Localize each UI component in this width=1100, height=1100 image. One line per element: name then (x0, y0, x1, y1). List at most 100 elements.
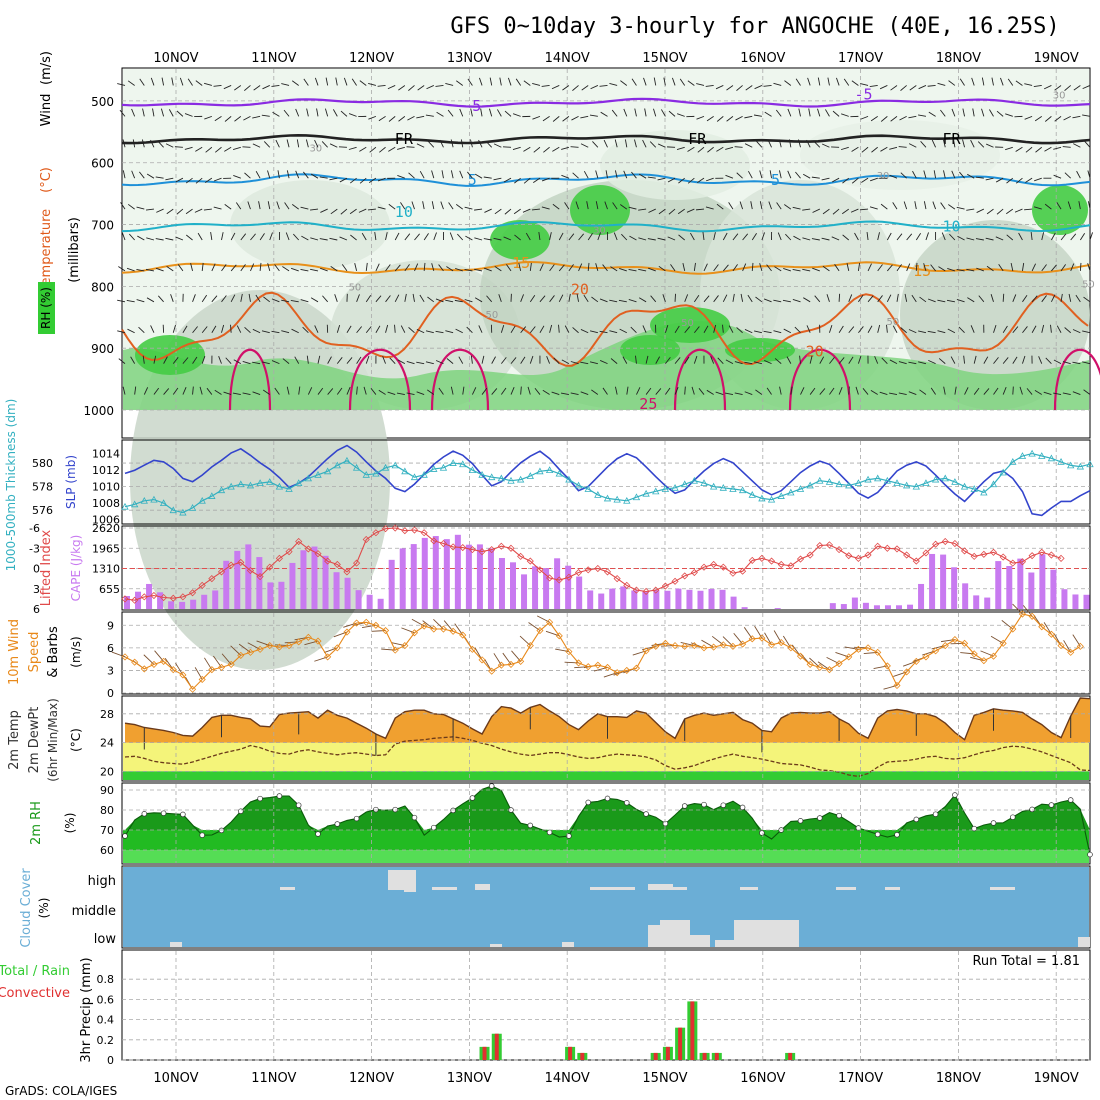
wind-barb (786, 356, 792, 364)
wind-barb (339, 236, 348, 241)
cape-bar (896, 605, 902, 609)
wind-barb (1082, 330, 1091, 334)
wind-barb (848, 294, 853, 302)
wind-barb (305, 139, 309, 148)
wind-barb (436, 111, 444, 117)
pressure-tick-label: 700 (91, 219, 114, 233)
cape-bar (973, 595, 980, 609)
wind-barb (1082, 361, 1091, 365)
wind-barb (300, 206, 309, 210)
wind-barb (923, 201, 927, 210)
wind-barb (483, 176, 492, 179)
cloud-cover-panel-frame (121, 865, 1091, 949)
wind-barb (665, 357, 671, 364)
lifted-index-point (246, 566, 255, 575)
wind-barb (703, 325, 709, 333)
wind-barb (622, 356, 628, 364)
wind-barb (130, 356, 136, 364)
thickness-point (1047, 454, 1056, 462)
wind-barb (629, 235, 637, 241)
wind-barb (912, 170, 917, 179)
wind-barb (779, 386, 782, 395)
wind-barb (1010, 262, 1014, 272)
lifted-index-point (883, 544, 891, 552)
wind-barb (742, 263, 747, 272)
wind-speed-point (690, 642, 698, 650)
lifted-index-point (960, 547, 969, 555)
rh-legend-swatch (38, 282, 55, 334)
wind-barb (184, 146, 193, 150)
day-label-bottom: 19NOV (1034, 1071, 1079, 1086)
wind-barb (753, 114, 762, 117)
wind-barb (325, 77, 329, 86)
wind-barb (275, 139, 280, 148)
wind-barb (570, 392, 579, 395)
thickness-point (941, 474, 949, 482)
wind-barb (314, 139, 319, 148)
cape-bar (576, 576, 583, 609)
wind-speed-point (179, 671, 187, 679)
lifted-index-point (787, 562, 795, 570)
temperature-unit-label: (°C) (39, 167, 54, 193)
lifted-index-point (816, 541, 824, 550)
wind-barb (252, 361, 261, 365)
wind-barb (1044, 116, 1052, 122)
wind-barb (389, 357, 396, 364)
wind-barb (602, 387, 608, 395)
wind-speed-point (333, 644, 341, 652)
cape-bar (234, 550, 241, 609)
wind-barb (1025, 146, 1033, 153)
thickness-point (140, 496, 148, 504)
wind-barb (1000, 77, 1004, 86)
wind-speed-point (883, 662, 891, 670)
wind-speed-point (304, 633, 312, 641)
thickness-point (179, 508, 187, 516)
thickness-point (227, 482, 235, 490)
cape-bar (476, 544, 483, 609)
wind-barb (886, 324, 888, 333)
wind-barb (623, 170, 628, 179)
wind-barb (886, 232, 892, 241)
rh-tick-label: 80 (100, 804, 114, 817)
rh2m-point (701, 801, 707, 808)
cape-bar (223, 560, 230, 609)
wind-barb (358, 208, 367, 213)
wind-barb (983, 388, 990, 395)
wind-barb (175, 236, 184, 241)
wind-barb (928, 111, 936, 117)
wind-barb (880, 203, 888, 210)
wind-barb (578, 233, 584, 241)
thickness-point (381, 463, 390, 471)
wind-barb (295, 170, 300, 179)
wind-barb (736, 327, 743, 334)
thickness-point (333, 461, 341, 469)
wind-barb (498, 294, 502, 302)
rh2m-point (1067, 797, 1074, 803)
thickness-point (545, 466, 554, 474)
wind-barb (802, 268, 811, 272)
wind-barb (744, 361, 753, 365)
wind-barb (1068, 293, 1072, 302)
wind-barb (306, 355, 309, 364)
wind-barb (529, 262, 532, 271)
wind-speed-point (594, 661, 602, 669)
wind-barb (218, 356, 222, 364)
pressure-tick-label: 900 (91, 342, 114, 356)
lifted-index-point (989, 548, 998, 556)
wind-speed-point (546, 618, 554, 626)
wind-barb (620, 204, 628, 210)
thickness-point (738, 486, 747, 494)
wind-barb (973, 355, 977, 364)
lifted-index-point (401, 527, 409, 535)
wind-barb (695, 208, 705, 211)
thickness-tick-label: 576 (32, 504, 53, 517)
wind-speed-point (777, 639, 785, 647)
wind-speed-point (1038, 623, 1046, 631)
wind-barb (993, 387, 999, 395)
wind-barb (867, 263, 872, 272)
wind-barb (431, 201, 435, 210)
lifted-index-point (825, 541, 834, 549)
wind-barb (1044, 203, 1052, 210)
wind-barb (314, 77, 319, 86)
wind-barb (356, 294, 360, 302)
